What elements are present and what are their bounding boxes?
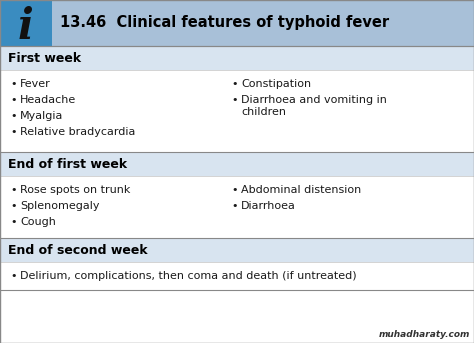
Text: •: • xyxy=(231,95,237,105)
Bar xyxy=(0,152,474,176)
Bar xyxy=(0,70,474,152)
Bar xyxy=(0,46,474,70)
Text: First week: First week xyxy=(8,51,81,64)
Text: End of second week: End of second week xyxy=(8,244,147,257)
Text: •: • xyxy=(231,201,237,211)
Text: Splenomegaly: Splenomegaly xyxy=(20,201,100,211)
Text: •: • xyxy=(10,217,17,227)
Text: •: • xyxy=(10,95,17,105)
Bar xyxy=(0,0,52,46)
Text: •: • xyxy=(10,79,17,89)
Text: •: • xyxy=(10,127,17,137)
Text: i: i xyxy=(18,6,34,48)
Text: Diarrhoea: Diarrhoea xyxy=(241,201,296,211)
Text: •: • xyxy=(10,111,17,121)
Text: Diarrhoea and vomiting in
children: Diarrhoea and vomiting in children xyxy=(241,95,387,117)
Bar xyxy=(0,176,474,238)
Text: •: • xyxy=(10,201,17,211)
Bar xyxy=(0,0,474,46)
Bar xyxy=(0,262,474,290)
Text: Constipation: Constipation xyxy=(241,79,311,89)
Text: muhadharaty.com: muhadharaty.com xyxy=(379,330,470,339)
Text: Relative bradycardia: Relative bradycardia xyxy=(20,127,136,137)
Text: •: • xyxy=(231,185,237,195)
Text: •: • xyxy=(10,185,17,195)
Text: Fever: Fever xyxy=(20,79,51,89)
Text: Abdominal distension: Abdominal distension xyxy=(241,185,361,195)
Text: End of first week: End of first week xyxy=(8,157,127,170)
Bar xyxy=(0,290,474,343)
Text: 13.46  Clinical features of typhoid fever: 13.46 Clinical features of typhoid fever xyxy=(60,15,389,31)
Text: Delirium, complications, then coma and death (if untreated): Delirium, complications, then coma and d… xyxy=(20,271,356,281)
Text: •: • xyxy=(231,79,237,89)
Bar xyxy=(0,238,474,262)
Text: Cough: Cough xyxy=(20,217,56,227)
Text: Headache: Headache xyxy=(20,95,76,105)
Text: Myalgia: Myalgia xyxy=(20,111,64,121)
Text: Rose spots on trunk: Rose spots on trunk xyxy=(20,185,130,195)
Text: •: • xyxy=(10,271,17,281)
